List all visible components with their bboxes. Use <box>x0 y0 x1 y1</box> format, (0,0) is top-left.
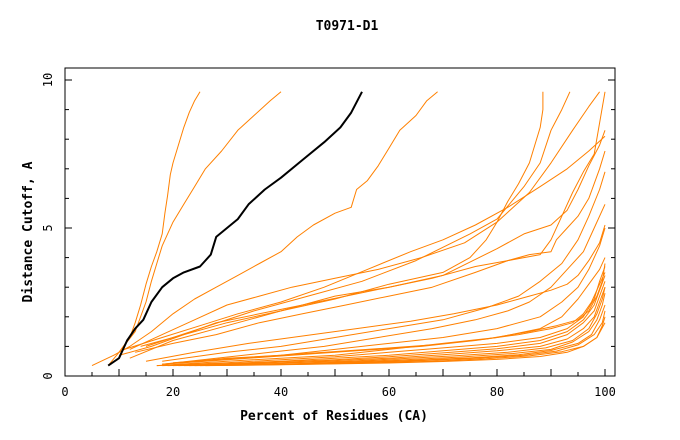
series-line <box>135 150 606 353</box>
series-line <box>162 204 606 365</box>
series-line <box>145 224 606 362</box>
series-line <box>129 91 544 359</box>
x-tick-label: 80 <box>490 385 504 399</box>
y-axis-label: Distance Cutoff, A <box>21 161 36 302</box>
y-tick-label: 10 <box>41 73 55 87</box>
series-line <box>156 266 606 367</box>
axis-ticks <box>64 79 615 377</box>
series-line <box>205 322 606 367</box>
y-tick-label: 5 <box>41 224 55 231</box>
series-line <box>172 287 606 367</box>
series-line <box>129 91 601 350</box>
series-line <box>118 91 606 356</box>
series-line <box>124 135 606 350</box>
x-tick-label: 100 <box>594 385 616 399</box>
series-line <box>118 91 282 353</box>
series-line <box>167 281 606 367</box>
series-line <box>172 263 606 364</box>
series-line <box>178 287 606 367</box>
series-line <box>162 171 606 362</box>
axis-tick-labels: 0 20 40 60 80 100 0 5 10 <box>41 73 616 399</box>
y-tick-label: 0 <box>41 372 55 379</box>
x-axis-label: Percent of Residues (CA) <box>240 409 428 424</box>
series-line <box>91 91 438 367</box>
x-tick-label: 40 <box>274 385 288 399</box>
chart-title: T0971-D1 <box>316 19 379 34</box>
series-line <box>107 91 201 366</box>
series-line <box>162 275 606 367</box>
series-line <box>145 91 571 347</box>
series-line <box>140 130 606 347</box>
x-tick-label: 0 <box>61 385 68 399</box>
series-line-highlight <box>107 91 363 367</box>
x-tick-label: 20 <box>166 385 180 399</box>
x-tick-label: 60 <box>382 385 396 399</box>
series-line <box>162 272 606 365</box>
plot-frame <box>64 67 616 377</box>
series-group <box>91 91 606 367</box>
